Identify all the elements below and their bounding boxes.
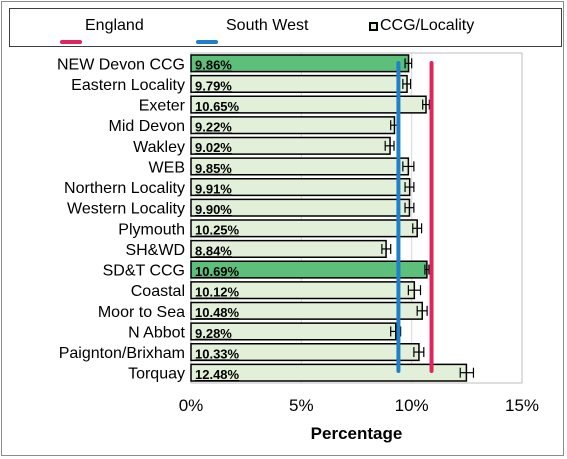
category-label: SD&T CCG: [103, 263, 185, 280]
x-tick-label: 15%: [505, 396, 539, 415]
category-label: Wakley: [133, 139, 185, 156]
value-label: 9.85%: [195, 161, 232, 176]
category-label: Paignton/Brixham: [59, 345, 185, 362]
category-label: WEB: [149, 159, 185, 176]
x-tick-label: 5%: [289, 396, 314, 415]
value-label: 9.02%: [195, 140, 232, 155]
value-label: 10.33%: [195, 346, 240, 361]
legend-england-swatch: [60, 40, 82, 44]
value-label: 10.69%: [195, 264, 240, 279]
x-tick-label: 0%: [179, 396, 204, 415]
category-label: Torquay: [128, 366, 185, 383]
legend-south-west-swatch: [196, 40, 218, 44]
category-label: Northern Locality: [64, 180, 185, 197]
category-label: Moor to Sea: [98, 304, 185, 321]
legend-south-west-label: South West: [226, 17, 309, 34]
value-label: 8.84%: [195, 243, 232, 258]
value-label: 10.65%: [195, 99, 240, 114]
plot-area: [190, 52, 523, 384]
x-tick-label: 10%: [395, 396, 429, 415]
value-label: 9.28%: [195, 326, 232, 341]
value-label: 9.22%: [195, 120, 232, 135]
category-label: Eastern Locality: [71, 77, 185, 94]
legend-ccg-swatch: [369, 22, 378, 31]
value-label: 9.90%: [195, 202, 232, 217]
value-label: 10.48%: [195, 305, 240, 320]
value-label: 9.79%: [195, 78, 232, 93]
category-label: Plymouth: [118, 221, 185, 238]
value-label: 9.86%: [195, 58, 232, 73]
category-label: N Abbot: [128, 324, 185, 341]
category-label: Mid Devon: [109, 118, 185, 135]
legend-england-label: England: [85, 17, 144, 34]
category-label: Exeter: [139, 98, 186, 115]
value-label: 12.48%: [195, 367, 240, 382]
legend-ccg-label: CCG/Locality: [380, 17, 475, 34]
category-label: Coastal: [131, 283, 185, 300]
category-label: NEW Devon CCG: [57, 56, 185, 73]
category-label: SH&WD: [125, 242, 185, 259]
value-label: 10.25%: [195, 223, 240, 238]
category-label: Western Locality: [67, 201, 185, 218]
value-label: 9.91%: [195, 181, 232, 196]
chart-legend: England South West CCG/Locality: [9, 8, 562, 47]
value-label: 10.12%: [195, 285, 240, 300]
x-axis-title: Percentage: [311, 424, 403, 443]
